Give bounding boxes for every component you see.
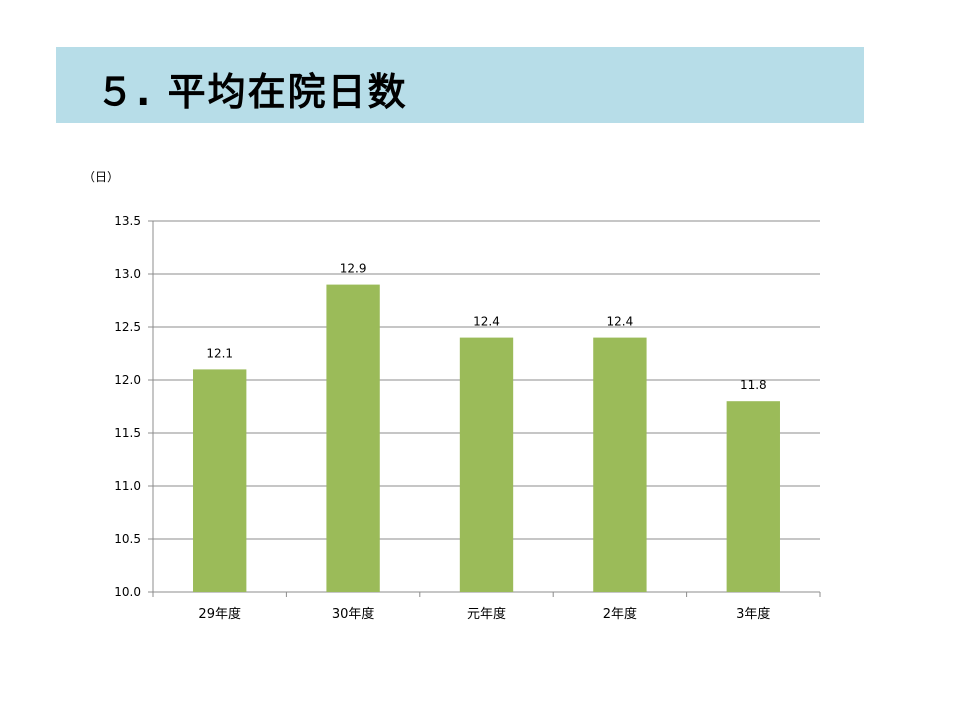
bar	[726, 401, 780, 592]
page-title: ５. 平均在院日数	[96, 70, 408, 114]
x-tick-label: 30年度	[332, 606, 375, 622]
y-tick-label: 12.5	[114, 320, 141, 334]
y-tick-label: 12.0	[114, 373, 141, 387]
y-tick-label: 11.0	[114, 479, 141, 493]
data-label: 11.8	[740, 378, 767, 392]
x-tick-label: 2年度	[603, 606, 637, 622]
bar	[193, 369, 247, 592]
data-label: 12.9	[340, 262, 367, 276]
y-tick-label: 13.0	[114, 267, 141, 281]
data-label: 12.1	[206, 346, 233, 360]
x-tick-label: 29年度	[198, 606, 241, 622]
bar	[459, 337, 514, 592]
data-label: 12.4	[473, 315, 500, 329]
y-tick-label: 10.0	[114, 585, 141, 599]
title-banner: ５. 平均在院日数	[56, 47, 864, 123]
data-label: 12.4	[607, 315, 634, 329]
y-tick-label: 10.5	[114, 532, 141, 546]
y-tick-label: 13.5	[114, 214, 141, 228]
x-tick-label: 元年度	[467, 606, 506, 622]
x-tick-label: 3年度	[736, 606, 770, 622]
y-axis-unit-label: （日）	[83, 170, 120, 184]
y-tick-label: 11.5	[114, 426, 141, 440]
bar	[326, 284, 380, 592]
bar	[593, 337, 647, 592]
